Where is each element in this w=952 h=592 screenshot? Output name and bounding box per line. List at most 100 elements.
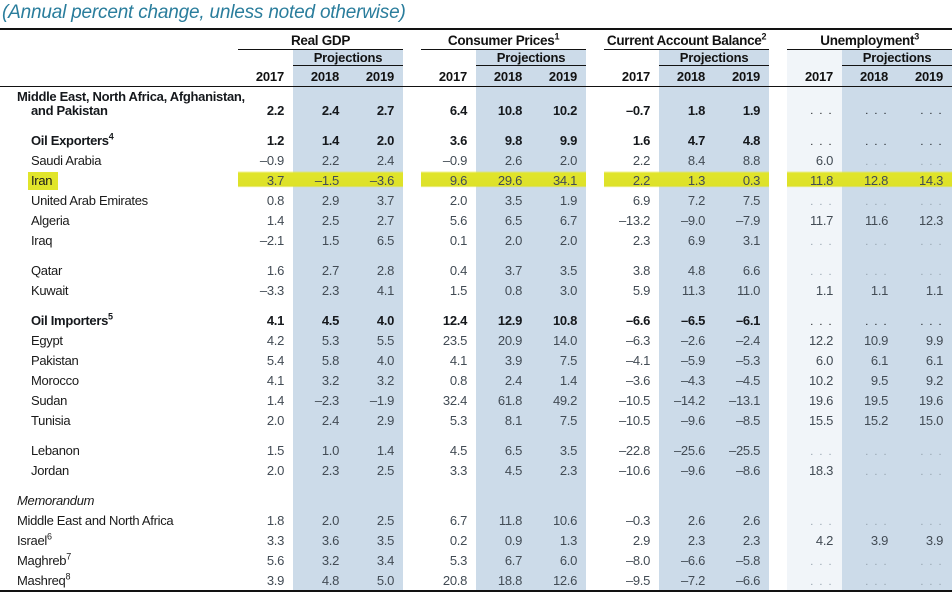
value-cell: 1.6 [266, 263, 284, 278]
value-cell: . . . [865, 316, 889, 328]
spacer [769, 440, 787, 460]
row-label: Morocco [31, 373, 79, 388]
spacer [586, 390, 604, 410]
gap-cell [787, 480, 842, 490]
value-cell: . . . [865, 236, 889, 248]
value-cell: –10.6 [619, 463, 651, 478]
value-cell: 12.2 [808, 333, 834, 348]
value-cell [531, 490, 586, 510]
value-cell [659, 490, 714, 510]
value-cell: 1.6 [632, 133, 651, 148]
value-cell: 12.3 [918, 213, 944, 228]
value-cell: –2.6 [680, 333, 706, 348]
group-title-row: Real GDP Consumer Prices1 Current Account … [0, 30, 952, 50]
table-subtitle: (Annual percent change, unless noted oth… [0, 0, 952, 30]
spacer [403, 30, 422, 50]
projections-label: Projections [293, 49, 404, 66]
table-row: United Arab Emirates 0.8 2.9 3.7 2.0 3.5 1.9 6.… [0, 190, 952, 210]
value-cell: 4.5 [504, 463, 523, 478]
value-cell: 5.9 [632, 283, 651, 298]
spacer [586, 280, 604, 300]
value-cell [293, 490, 348, 510]
gap-cell [586, 300, 604, 310]
value-cell: 19.6 [918, 393, 944, 408]
value-cell: –0.3 [625, 513, 651, 528]
gap-cell [238, 480, 293, 490]
value-cell: 1.5 [449, 283, 468, 298]
value-cell: 2.3 [632, 233, 651, 248]
gap-cell [842, 300, 897, 310]
spacer [586, 170, 604, 190]
value-cell [897, 490, 952, 510]
value-cell: 5.3 [321, 333, 339, 348]
spacer [586, 510, 604, 530]
spacer [586, 150, 604, 170]
spacer [403, 330, 421, 350]
column-group-header: Real GDP [238, 30, 404, 50]
value-cell [348, 490, 403, 510]
spacer [403, 390, 421, 410]
value-cell: 3.9 [870, 533, 889, 548]
value-cell: 0.9 [504, 533, 523, 548]
value-cell: 5.3 [449, 413, 468, 428]
year-header: 2019 [348, 65, 404, 87]
value-cell: . . . [920, 556, 944, 568]
value-cell: –5.3 [735, 353, 761, 368]
spacer [769, 230, 787, 250]
value-cell: 20.8 [442, 573, 468, 588]
value-cell: . . . [920, 576, 944, 588]
spacer [586, 260, 604, 280]
value-cell: 2.4 [504, 373, 523, 388]
value-cell: . . . [920, 266, 944, 278]
value-cell: 2.0 [449, 193, 468, 208]
spacer [586, 440, 604, 460]
value-cell: –3.3 [259, 283, 284, 298]
table-header: Real GDP Consumer Prices1 Current Account … [0, 30, 952, 87]
spacer [769, 330, 787, 350]
table-row: Kuwait –3.3 2.3 4.1 1.5 0.8 3.0 5.9 11.3 11.0 1.1 1… [0, 280, 952, 300]
value-cell: –8.6 [735, 463, 761, 478]
value-cell: 7.5 [559, 413, 578, 428]
row-label: Middle East and North Africa [17, 513, 174, 528]
value-cell: –3.6 [348, 170, 404, 190]
gap-cell [403, 300, 421, 310]
row-label: Lebanon [31, 443, 80, 458]
highlight-mark: Iran [28, 172, 59, 190]
row-label: Pakistan [31, 353, 79, 368]
gap-cell [769, 300, 787, 310]
value-cell: 0.1 [449, 233, 468, 248]
gap-cell [476, 250, 531, 260]
gap-cell [787, 430, 842, 440]
row-label: Maghreb7 [17, 551, 71, 568]
spacer [769, 570, 787, 591]
spacer [586, 310, 604, 330]
spacer [586, 87, 604, 121]
value-cell: 9.5 [870, 373, 889, 388]
value-cell: 3.2 [376, 373, 395, 388]
value-cell: 6.9 [687, 233, 706, 248]
value-cell: . . . [865, 516, 889, 528]
value-cell: 1.3 [659, 170, 715, 190]
value-cell: 12.9 [497, 313, 523, 328]
value-cell: 4.1 [266, 313, 284, 328]
value-cell: . . . [810, 316, 834, 328]
value-cell: –9.6 [680, 463, 706, 478]
gap-cell [897, 480, 952, 490]
value-cell: 4.5 [321, 313, 339, 328]
gap-row [0, 480, 952, 490]
row-label: Oil Exporters4 [31, 131, 114, 148]
spacer [769, 170, 787, 190]
value-cell: 2.0 [559, 153, 578, 168]
column-group-header: Current Account Balance2 [604, 30, 770, 50]
value-cell: 6.5 [376, 233, 395, 248]
gap-cell [476, 300, 531, 310]
value-cell: 2.0 [266, 413, 284, 428]
value-cell: –9.0 [680, 213, 706, 228]
value-cell: 3.5 [559, 443, 578, 458]
value-cell: –25.6 [674, 443, 706, 458]
value-cell: –4.5 [735, 373, 761, 388]
table-row: Qatar 1.6 2.7 2.8 0.4 3.7 3.5 3.8 4.8 6.6 . . . . .… [0, 260, 952, 280]
value-cell: –9.5 [625, 573, 651, 588]
table-row: Iraq –2.1 1.5 6.5 0.1 2.0 2.0 2.3 6.9 3.1 . . . . .… [0, 230, 952, 250]
value-cell: –1.5 [293, 170, 348, 190]
